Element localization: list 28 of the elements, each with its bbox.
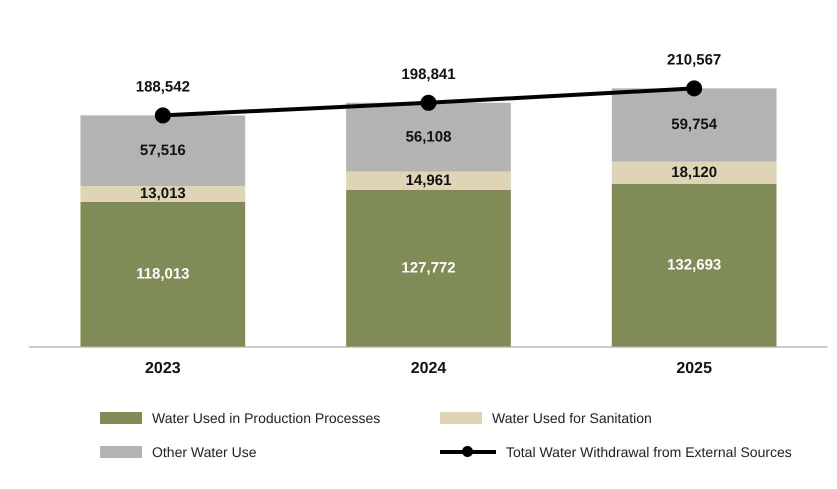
legend-label: Water Used for Sanitation: [492, 410, 652, 426]
data-label: 132,693: [667, 256, 722, 274]
data-label: 13,013: [140, 185, 186, 202]
x-tick-label: 2025: [676, 360, 712, 377]
x-tick-label: 2023: [145, 360, 181, 377]
data-label: 210,567: [667, 52, 722, 69]
data-label: 14,961: [406, 172, 452, 189]
legend-label: Total Water Withdrawal from External Sources: [506, 444, 792, 460]
data-label: 56,108: [406, 128, 452, 146]
legend-label: Other Water Use: [152, 444, 257, 460]
bar: [80, 186, 246, 202]
bar: [346, 172, 511, 190]
bar: [612, 162, 777, 184]
data-label: 198,841: [401, 66, 456, 83]
legend-label: Water Used in Production Processes: [152, 410, 380, 426]
bar: [346, 102, 511, 172]
bar: [612, 88, 777, 162]
data-label: 59,754: [671, 116, 718, 134]
data-label: 18,120: [671, 164, 718, 181]
bar: [80, 115, 246, 186]
bar: [612, 184, 777, 347]
bar: [346, 190, 511, 347]
data-label: 57,516: [140, 142, 186, 159]
data-label: 127,772: [401, 260, 456, 277]
bar: [80, 202, 246, 347]
data-label: 188,542: [136, 78, 190, 96]
data-label: 118,013: [136, 266, 190, 283]
x-tick-label: 2024: [410, 360, 446, 377]
